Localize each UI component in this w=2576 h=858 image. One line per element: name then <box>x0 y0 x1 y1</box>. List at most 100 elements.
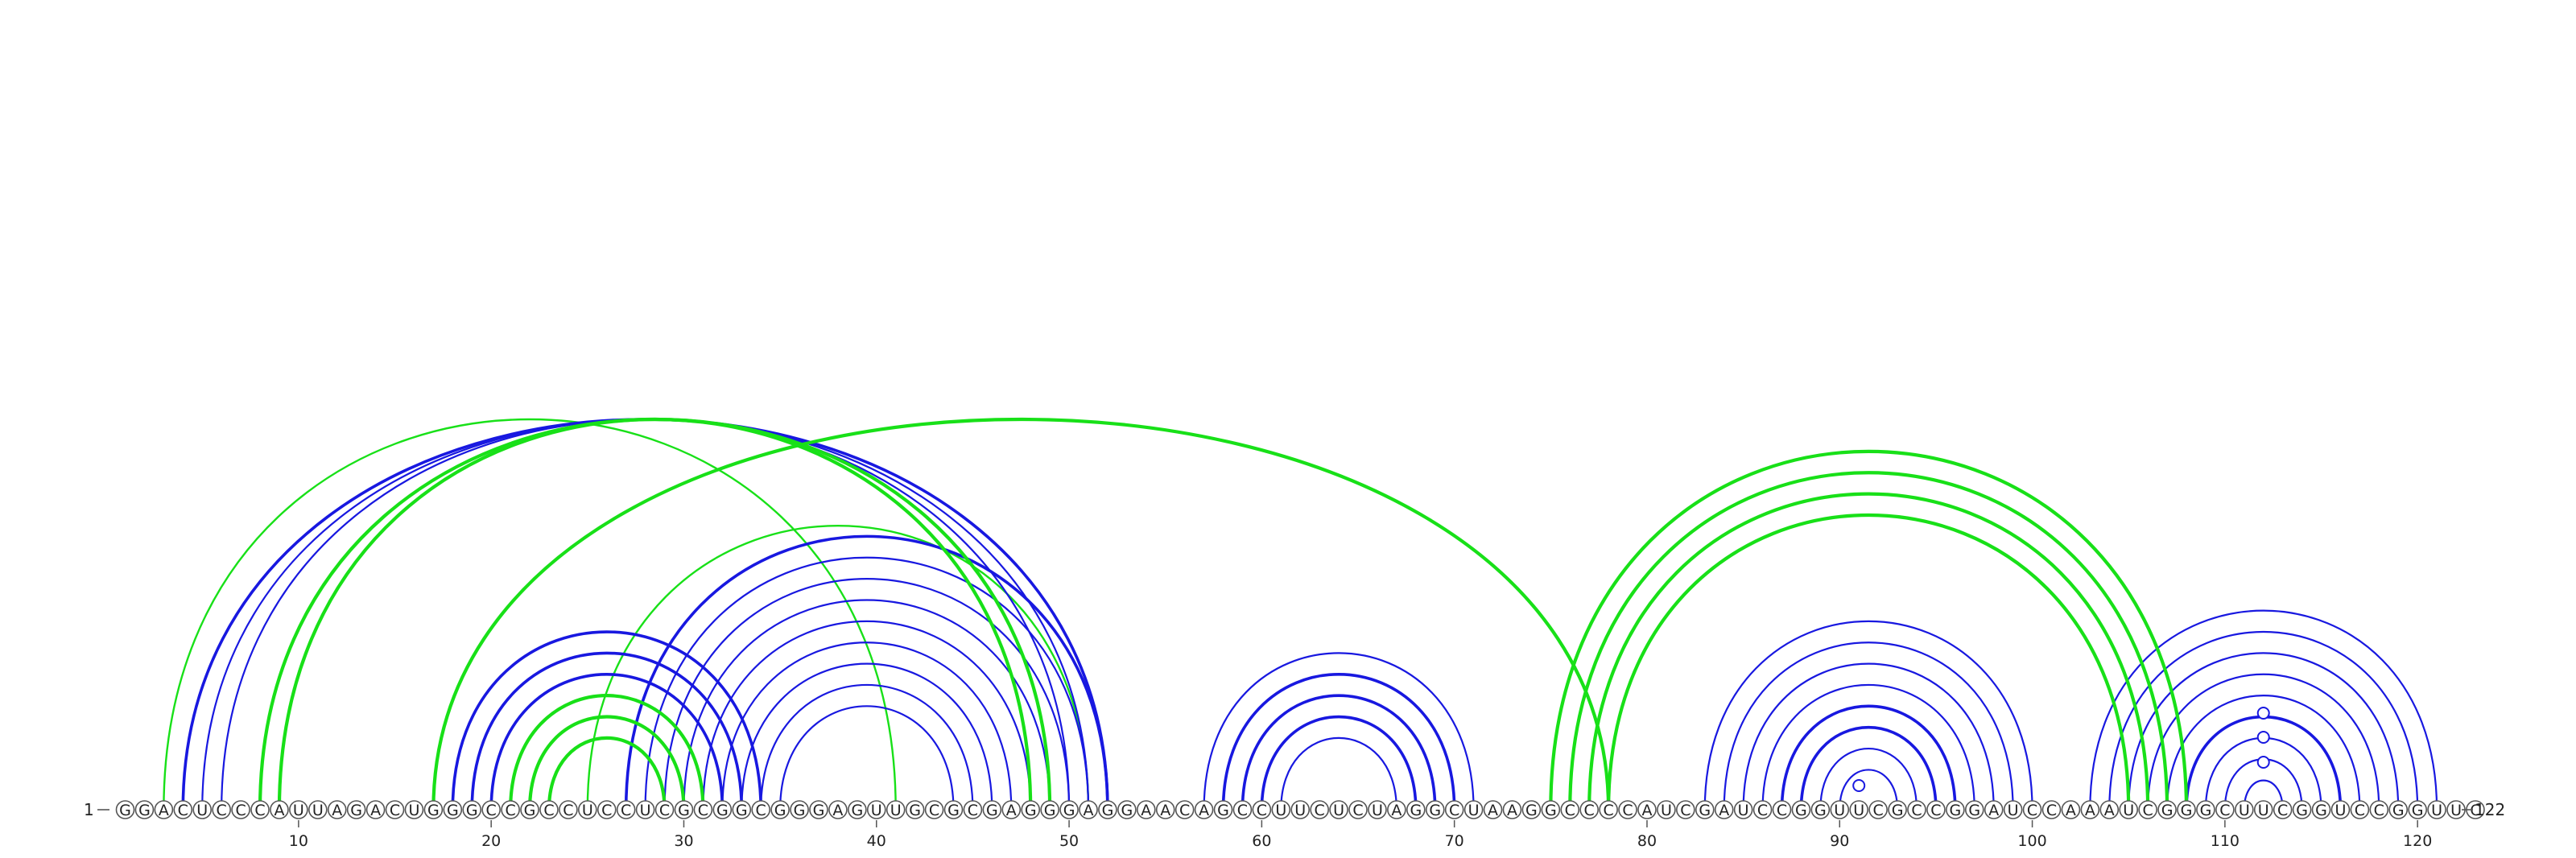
nucleotide-circle <box>635 800 655 819</box>
nucleotide: A <box>1483 800 1503 819</box>
nucleotide-circle <box>2330 800 2351 819</box>
nucleotide-circle <box>2350 800 2370 819</box>
nucleotide-circle <box>1502 800 1522 819</box>
nucleotide-letter: G <box>1892 802 1904 819</box>
nucleotide-letter: C <box>1315 802 1325 819</box>
nucleotide: G <box>2311 800 2331 819</box>
nucleotide-circle <box>154 800 174 819</box>
position-label: 40 <box>867 832 886 850</box>
nucleotide: U <box>308 800 328 819</box>
nucleotide: G <box>2177 800 2196 819</box>
nucleotide: C <box>2138 800 2157 819</box>
nucleotide: G <box>1964 800 1984 819</box>
nucleotide-circle <box>1252 800 1272 819</box>
nucleotide-circle <box>1695 800 1715 819</box>
nucleotide-letter: G <box>1814 802 1827 819</box>
nucleotide: C <box>1252 800 1272 819</box>
nucleotide-letter: A <box>1084 802 1094 819</box>
nucleotide-circle <box>462 800 482 819</box>
nucleotide-letter: A <box>2104 802 2115 819</box>
position-label: 90 <box>1830 832 1849 850</box>
nucleotide: G <box>115 800 135 819</box>
nucleotide-circle <box>1001 800 1022 819</box>
nucleotide-circle <box>1079 800 1098 819</box>
nucleotide: C <box>616 800 636 819</box>
nucleotide-letter: C <box>2143 802 2153 819</box>
nucleotide-letter: G <box>909 802 921 819</box>
nucleotide-letter: U <box>1661 802 1672 819</box>
nucleotide: C <box>2041 800 2062 819</box>
nucleotide-letter: U <box>1294 802 1306 819</box>
nucleotide-letter: G <box>119 802 131 819</box>
nucleotide: G <box>943 800 964 819</box>
blue-arc-57-71 <box>1203 652 1475 811</box>
nucleotide-letter: C <box>601 802 612 819</box>
nucleotide-letter: U <box>2334 802 2346 819</box>
nucleotide: A <box>1079 800 1098 819</box>
green-arc-21-31 <box>509 694 705 811</box>
nucleotide-circle <box>1599 800 1618 819</box>
nucleotide-circle <box>289 800 308 819</box>
nucleotide: A <box>327 800 347 819</box>
nucleotide: C <box>385 800 405 819</box>
nucleotide-letter: C <box>1257 802 1267 819</box>
green-arc-8-49 <box>258 417 1052 811</box>
position-label: 20 <box>481 832 501 850</box>
nucleotide: G <box>982 800 1002 819</box>
nucleotide-letter: U <box>871 802 882 819</box>
nucleotide-letter: G <box>2412 802 2424 819</box>
nucleotide: G <box>712 800 733 819</box>
nucleotide-circle <box>1657 800 1676 819</box>
nucleotide-letter: U <box>1468 802 1480 819</box>
nucleotide: G <box>520 800 539 819</box>
nucleotide-circle <box>1888 800 1907 819</box>
nucleotide-circle <box>578 800 597 819</box>
blue-arc-34-45 <box>760 684 974 811</box>
nucleotide-circle <box>905 800 925 819</box>
nucleotide: G <box>1059 800 1079 819</box>
nucleotide-letter: G <box>2296 802 2308 819</box>
nucleotide: C <box>559 800 578 819</box>
nucleotide-letter: G <box>736 802 748 819</box>
nucleotide-circle <box>1830 800 1850 819</box>
nucleotide: G <box>462 800 482 819</box>
green-arc-3-41 <box>163 419 897 811</box>
nucleotide-letter: G <box>466 802 478 819</box>
nucleotide-letter: C <box>1622 802 1633 819</box>
nucleotide-letter: G <box>947 802 960 819</box>
nucleotide: G <box>423 800 444 819</box>
nucleotide-letter: C <box>1584 802 1595 819</box>
position-label: 60 <box>1252 832 1271 850</box>
nucleotide-circle <box>1964 800 1984 819</box>
nucleotide: G <box>2408 800 2427 819</box>
blue-arc-104-120 <box>2108 630 2419 811</box>
nucleotide-letter: C <box>2470 802 2480 819</box>
nucleotide-letter: U <box>890 802 902 819</box>
nucleotide-letter: A <box>332 802 342 819</box>
nucleotide: C <box>1348 800 1368 819</box>
nucleotide: G <box>1021 800 1041 819</box>
nucleotide-circle <box>1926 800 1946 819</box>
nucleotide-letter: G <box>1121 802 1133 819</box>
nucleotide-circle <box>1868 800 1888 819</box>
nucleotide-letter: U <box>408 802 419 819</box>
nucleotide-letter: A <box>1006 802 1017 819</box>
blue-arc-84-99 <box>1723 641 2014 811</box>
nucleotide: C <box>2466 800 2485 819</box>
nucleotide: U <box>2119 800 2139 819</box>
nucleotide-letter: G <box>794 802 806 819</box>
nucleotide-letter: C <box>1449 802 1459 819</box>
nucleotide: C <box>1752 800 1773 819</box>
nucleotide-letter: C <box>1565 802 1575 819</box>
nucleotide-circle <box>1560 800 1580 819</box>
nucleotide-circle <box>1136 800 1156 819</box>
nucleotide: C <box>1772 800 1792 819</box>
nucleotide: A <box>1984 800 2004 819</box>
nucleotide-circle <box>134 800 155 819</box>
green-arc-9-48 <box>277 417 1033 811</box>
nucleotide-circle <box>1618 800 1637 819</box>
nucleotide: G <box>1521 800 1542 819</box>
nucleotide-circle <box>250 800 270 819</box>
nucleotide: G <box>732 800 752 819</box>
nucleotide: A <box>365 800 386 819</box>
